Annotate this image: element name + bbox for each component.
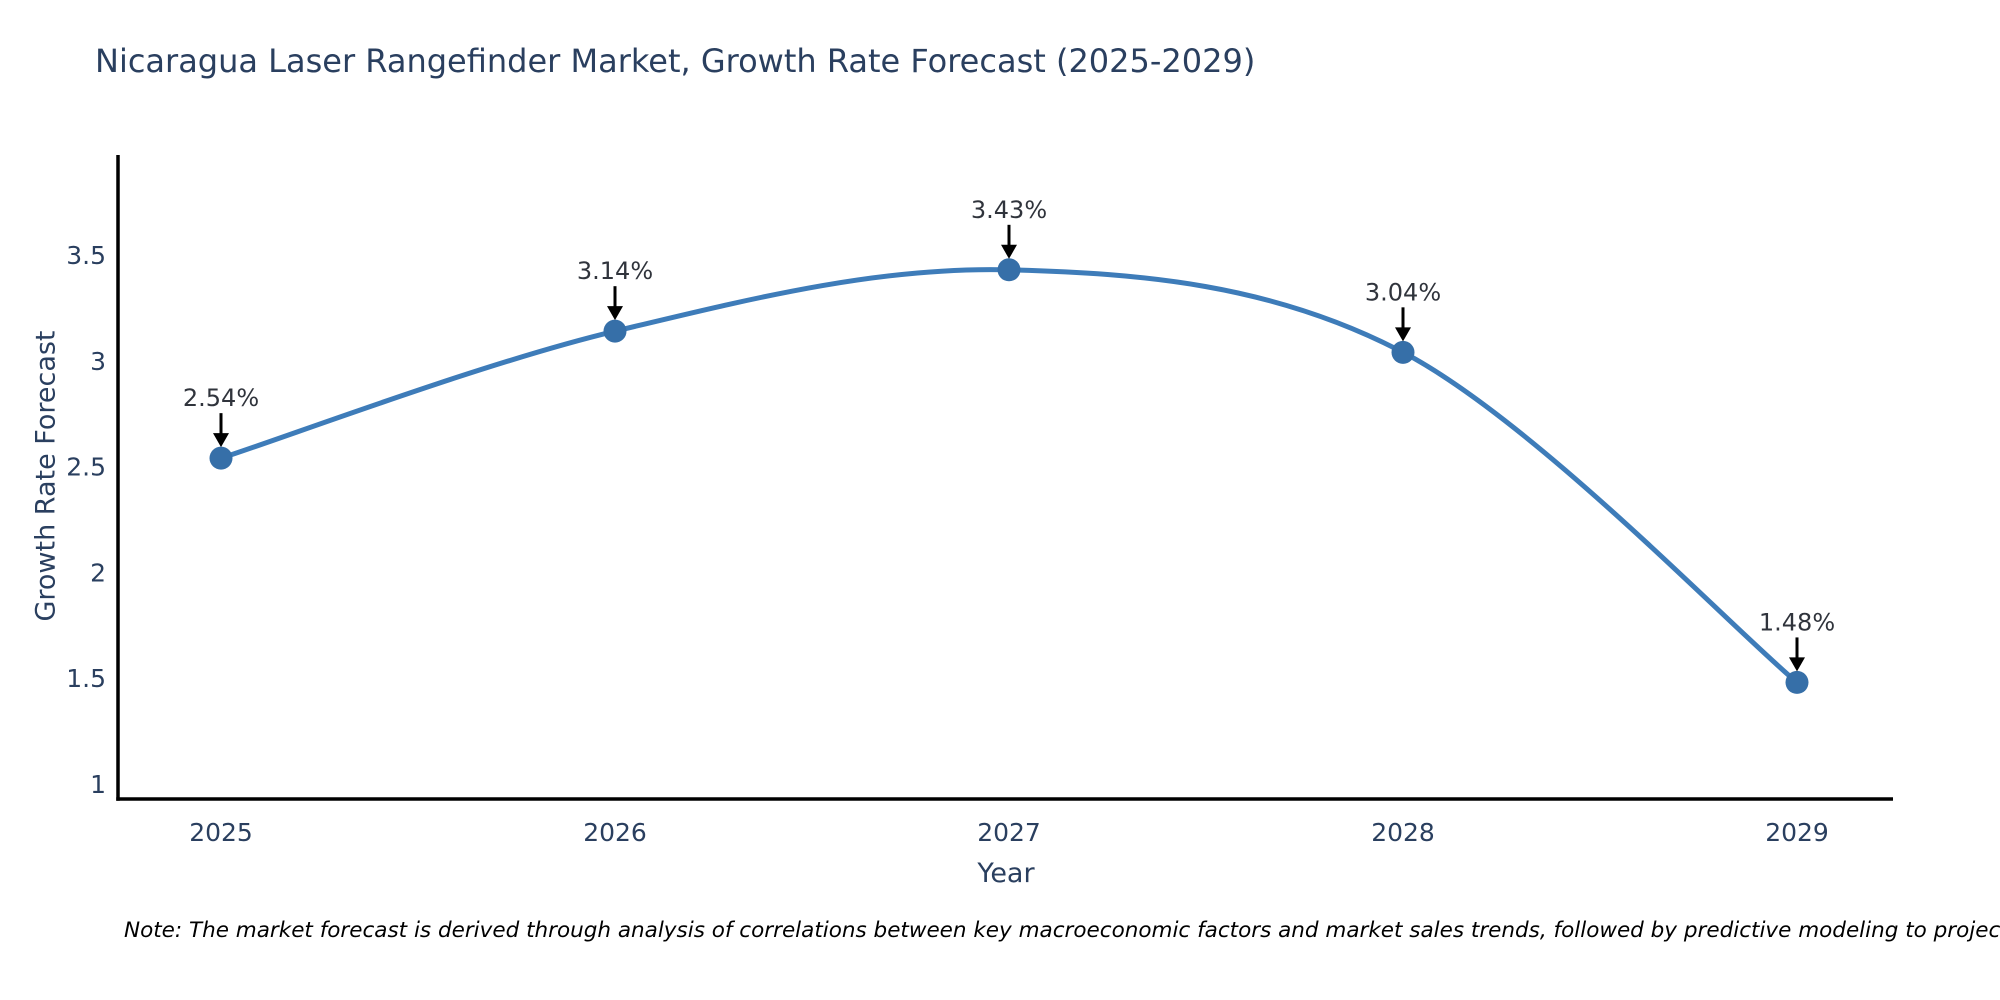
x-tick-label: 2029 bbox=[1765, 818, 1829, 847]
x-tick-label: 2027 bbox=[977, 818, 1041, 847]
data-point-label: 3.04% bbox=[1365, 278, 1441, 306]
y-tick-label: 3.5 bbox=[66, 241, 106, 270]
x-tick-label: 2025 bbox=[189, 818, 253, 847]
chart-title: Nicaragua Laser Rangefinder Market, Grow… bbox=[95, 42, 1256, 80]
x-tick-label: 2028 bbox=[1371, 818, 1435, 847]
annotation-arrowhead-icon bbox=[607, 306, 623, 321]
y-tick-label: 1.5 bbox=[66, 664, 106, 693]
data-point-2028[interactable] bbox=[1391, 340, 1415, 364]
y-tick-label: 1 bbox=[90, 770, 106, 799]
data-point-2026[interactable] bbox=[603, 319, 627, 343]
footnote: Note: The market forecast is derived thr… bbox=[124, 918, 2000, 943]
y-axis-title: Growth Rate Forecast bbox=[30, 330, 62, 622]
y-tick-label: 2.5 bbox=[66, 453, 106, 482]
x-axis-title: Year bbox=[977, 858, 1035, 889]
y-tick-label: 3 bbox=[90, 347, 106, 376]
forecast-line bbox=[218, 267, 1800, 685]
data-point-label: 1.48% bbox=[1759, 608, 1835, 636]
data-point-2029[interactable] bbox=[1785, 670, 1809, 694]
annotation-arrowhead-icon bbox=[1395, 327, 1411, 342]
y-tick-label: 2 bbox=[90, 558, 106, 587]
data-point-label: 3.14% bbox=[577, 257, 653, 285]
annotation-arrowhead-icon bbox=[1789, 657, 1805, 672]
annotation-arrowhead-icon bbox=[213, 433, 229, 448]
data-point-label: 2.54% bbox=[183, 384, 259, 412]
annotation-arrowhead-icon bbox=[1001, 244, 1017, 259]
x-tick-label: 2026 bbox=[583, 818, 647, 847]
data-point-2025[interactable] bbox=[209, 446, 233, 470]
data-point-2027[interactable] bbox=[997, 258, 1021, 282]
data-point-label: 3.43% bbox=[971, 196, 1047, 224]
